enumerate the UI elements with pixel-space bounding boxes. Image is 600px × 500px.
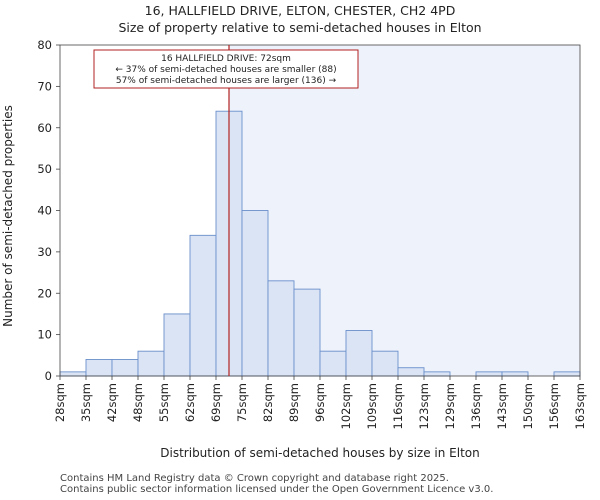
histogram-chart: 0 10 20 30 40 50 60 70 80 28sqm 35sqm 42sqm 48sqm 55s… — [1, 38, 587, 460]
annotation-box — [93, 49, 359, 89]
y-tick-label: 20 — [37, 286, 52, 300]
chart-subtitle: Size of property relative to semi-detach… — [118, 20, 482, 35]
x-tick-label: 75sqm — [235, 383, 249, 422]
annotation-line: ← 37% of semi-detached houses are smalle… — [115, 65, 336, 75]
x-tick-label: 89sqm — [287, 383, 301, 422]
y-tick-label: 70 — [37, 79, 52, 93]
x-tick-label: 156sqm — [547, 383, 561, 429]
histogram-bar — [423, 371, 451, 377]
x-tick-label: 109sqm — [365, 383, 379, 429]
chart-title: 16, HALLFIELD DRIVE, ELTON, CHESTER, CH2… — [144, 3, 456, 18]
histogram-bar — [163, 313, 191, 377]
footer: Contains HM Land Registry data © Crown c… — [60, 473, 493, 495]
chart-title-block: 16, HALLFIELD DRIVE, ELTON, CHESTER, CH2… — [0, 2, 600, 36]
x-tick-label: 42sqm — [105, 383, 119, 422]
x-tick-label: 48sqm — [131, 383, 145, 422]
x-tick-label: 102sqm — [339, 383, 353, 429]
y-tick-label: 50 — [37, 162, 52, 176]
x-tick-label: 62sqm — [183, 383, 197, 422]
x-tick-label: 69sqm — [209, 383, 223, 422]
x-tick-label: 116sqm — [391, 383, 405, 429]
histogram-bar — [397, 367, 425, 377]
footer-line: Contains HM Land Registry data © Crown c… — [60, 473, 449, 484]
x-tick-label: 28sqm — [53, 383, 67, 422]
x-tick-label: 129sqm — [443, 383, 457, 429]
y-tick-label: 80 — [37, 38, 52, 52]
footer-line: Contains public sector information licen… — [60, 484, 494, 495]
x-tick-label: 96sqm — [313, 383, 327, 422]
x-tick-label: 150sqm — [521, 383, 535, 429]
x-tick-label: 35sqm — [79, 383, 93, 422]
histogram-bar — [189, 234, 217, 377]
x-tick-label: 123sqm — [417, 383, 431, 429]
x-axis-label: Distribution of semi-detached houses by … — [160, 446, 479, 460]
histogram-bar — [59, 371, 87, 377]
y-tick-label: 60 — [37, 121, 52, 135]
x-tick-label: 82sqm — [261, 383, 275, 422]
histogram-bar — [111, 359, 139, 377]
x-tick-label: 163sqm — [573, 383, 587, 429]
histogram-bar — [553, 371, 581, 377]
y-tick-label: 0 — [45, 369, 52, 383]
histogram-bar — [371, 350, 399, 377]
histogram-bar — [475, 371, 503, 377]
histogram-bar — [241, 210, 269, 377]
x-tick-label: 136sqm — [469, 383, 483, 429]
y-tick-label: 30 — [37, 245, 52, 259]
histogram-bar — [85, 359, 113, 377]
annotation-line: 16 HALLFIELD DRIVE: 72sqm — [161, 54, 291, 64]
y-tick-label: 10 — [37, 328, 52, 342]
histogram-bar — [345, 330, 373, 377]
histogram-bar — [137, 350, 165, 377]
histogram-bar — [267, 280, 295, 377]
x-tick-label: 55sqm — [157, 383, 171, 422]
y-tick-label: 40 — [37, 204, 52, 218]
histogram-bar — [319, 350, 347, 377]
x-tick-label: 143sqm — [495, 383, 509, 429]
histogram-bar — [293, 288, 321, 377]
histogram-bar — [501, 371, 529, 377]
annotation-line: 57% of semi-detached houses are larger (… — [116, 76, 337, 86]
y-axis-label: Number of semi-detached properties — [1, 105, 15, 327]
